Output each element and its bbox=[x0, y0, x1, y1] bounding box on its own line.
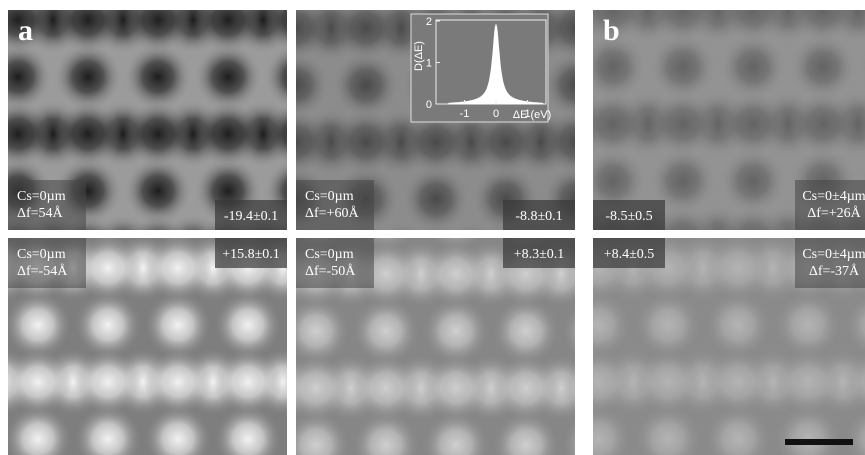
inset-tick-label: 0 bbox=[426, 99, 432, 111]
value-text: +15.8±0.1 bbox=[222, 247, 280, 262]
value-text: -8.8±0.1 bbox=[515, 209, 562, 224]
caption-box bbox=[795, 180, 865, 230]
value-box bbox=[503, 238, 575, 268]
caption-line: Cs=0µm bbox=[17, 189, 66, 204]
value-box bbox=[593, 200, 665, 230]
inset-tick-label: 0 bbox=[493, 108, 499, 120]
inset-tick-label: 1 bbox=[426, 58, 432, 70]
caption-line: Δf=+60Å bbox=[305, 205, 359, 221]
value-text: -8.5±0.5 bbox=[605, 209, 652, 224]
caption-line: Cs=0µm bbox=[305, 189, 354, 204]
value-text: +8.4±0.5 bbox=[604, 247, 655, 262]
value-box bbox=[503, 200, 575, 230]
caption-box bbox=[795, 238, 865, 288]
inset-x-label: ΔE (eV) bbox=[513, 109, 552, 121]
caption-line: Δf=-37Å bbox=[809, 263, 860, 279]
caption-line: Cs=0µm bbox=[17, 247, 66, 262]
inset-tick-label: 2 bbox=[426, 16, 432, 28]
caption-line: Cs=0±4µm bbox=[802, 247, 865, 262]
value-text: -19.4±0.1 bbox=[224, 209, 278, 224]
caption-line: Δf=+26Å bbox=[807, 205, 861, 221]
value-box bbox=[215, 238, 287, 268]
panel-label: a bbox=[18, 14, 33, 47]
caption-box bbox=[8, 180, 86, 230]
caption-line: Δf=-50Å bbox=[305, 263, 356, 279]
caption-line: Cs=0µm bbox=[305, 247, 354, 262]
caption-line: Δf=-54Å bbox=[17, 263, 68, 279]
inset-tick-label: -1 bbox=[460, 108, 470, 120]
caption-box bbox=[8, 238, 86, 288]
value-text: +8.3±0.1 bbox=[514, 247, 565, 262]
caption-box bbox=[296, 180, 374, 230]
panel-label: b bbox=[603, 14, 620, 47]
inset-y-label: D(ΔE) bbox=[413, 41, 425, 71]
value-box bbox=[215, 200, 287, 230]
inset-tick-label: 1 bbox=[524, 108, 530, 120]
caption-line: Δf=54Å bbox=[17, 205, 64, 221]
caption-line: Cs=0±4µm bbox=[802, 189, 865, 204]
scale-bar bbox=[785, 439, 853, 445]
caption-box bbox=[296, 238, 374, 288]
value-box bbox=[593, 238, 665, 268]
